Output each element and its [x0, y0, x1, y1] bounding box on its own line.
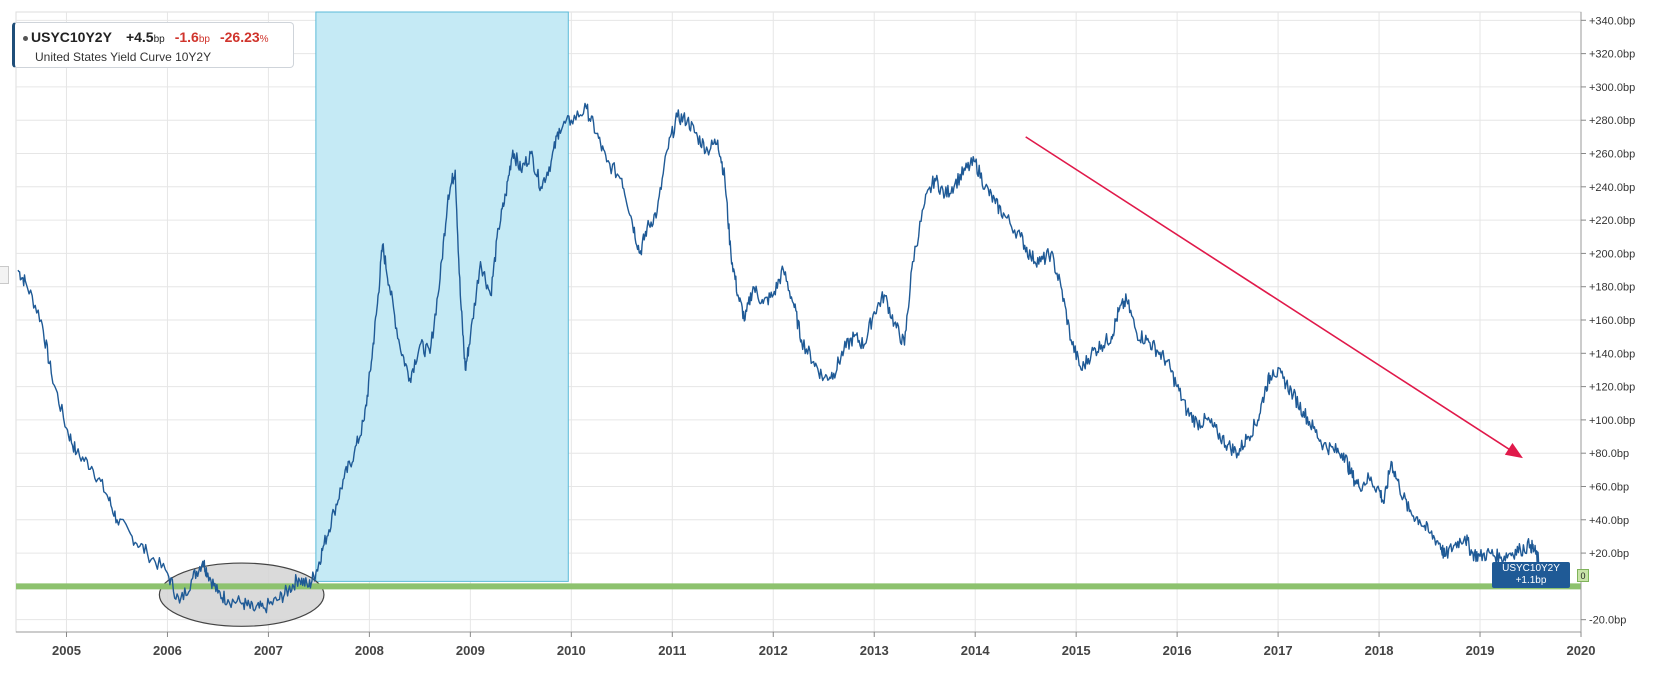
- y-tick-label: +100.0bp: [1589, 415, 1635, 427]
- legend-change-value: +4.5: [125, 29, 154, 45]
- legend-change-pct: -26.23%: [220, 29, 269, 45]
- price-tag-symbol: USYC10Y2Y: [1502, 563, 1560, 574]
- x-tick-label: 2012: [759, 643, 788, 658]
- y-tick-label: +20.0bp: [1589, 548, 1629, 560]
- x-tick-label: 2013: [860, 643, 889, 658]
- trend-arrow-head: [1504, 443, 1523, 459]
- legend-change-pct-unit: %: [259, 34, 269, 45]
- series-layer: [17, 102, 1548, 614]
- axes: +340.0bp +320.0bp +300.0bp +280.0bp +260.0bp…: [16, 12, 1635, 658]
- x-tick-label: 2020: [1567, 643, 1596, 658]
- y-tick-label: +160.0bp: [1589, 315, 1635, 327]
- x-tick-label: 2007: [254, 643, 283, 658]
- y-tick-label: -20.0bp: [1589, 615, 1626, 627]
- x-tick-label: 2011: [658, 643, 686, 658]
- price-tag-value: +1.1bp: [1515, 575, 1547, 586]
- legend-change-pct-value: -26.23: [219, 29, 260, 45]
- legend-box[interactable]: USYC10Y2Y +4.5bp -1.6bp -26.23% United Stat…: [12, 22, 294, 68]
- y-tick-label: +220.0bp: [1589, 215, 1635, 227]
- x-tick-label: 2010: [557, 643, 586, 658]
- scroll-handle[interactable]: [0, 266, 9, 284]
- trend-arrow-line: [1025, 136, 1521, 458]
- x-tick-label: 2005: [52, 643, 81, 658]
- legend-description: United States Yield Curve 10Y2Y: [35, 50, 212, 64]
- x-tick-label: 2009: [456, 643, 485, 658]
- legend-change-unit: bp: [153, 34, 165, 45]
- y-tick-label: +120.0bp: [1589, 382, 1635, 394]
- y-tick-label: +300.0bp: [1589, 82, 1635, 94]
- ellipse-shape: [158, 562, 325, 627]
- y-tick-label: +200.0bp: [1589, 248, 1635, 260]
- x-tick-label: 2008: [355, 643, 384, 658]
- x-tick-label: 2006: [153, 643, 182, 658]
- zero-line-tag: 0: [1577, 569, 1589, 582]
- legend-change2-unit: bp: [198, 34, 210, 45]
- legend-change2-value: -1.6: [174, 29, 199, 45]
- x-tick-label: 2016: [1163, 643, 1192, 658]
- y-tick-label: +260.0bp: [1589, 149, 1635, 161]
- y-tick-label: +320.0bp: [1589, 49, 1635, 61]
- y-tick-label: +340.0bp: [1589, 15, 1635, 27]
- y-tick-label: +280.0bp: [1589, 115, 1635, 127]
- legend-change: +4.5bp: [126, 29, 165, 45]
- series-line-usyc10y2y: [17, 102, 1548, 614]
- trend-arrow: [1025, 136, 1523, 459]
- last-price-tag: USYC10Y2Y +1.1bp: [1492, 562, 1570, 588]
- y-tick-label: +80.0bp: [1589, 448, 1629, 460]
- x-tick-label: 2015: [1062, 643, 1091, 658]
- y-tick-label: +140.0bp: [1589, 348, 1635, 360]
- shaded-period: [315, 11, 569, 582]
- x-tick-label: 2018: [1365, 643, 1394, 658]
- legend-dot-icon: [23, 35, 28, 41]
- y-tick-label: +180.0bp: [1589, 282, 1635, 294]
- y-tick-label: +40.0bp: [1589, 515, 1629, 527]
- x-tick-label: 2014: [961, 643, 991, 658]
- y-tick-label: +240.0bp: [1589, 182, 1635, 194]
- x-tick-label: 2017: [1264, 643, 1293, 658]
- y-tick-label: +60.0bp: [1589, 481, 1629, 493]
- inversion-ellipse: [158, 562, 325, 627]
- legend-change2: -1.6bp: [175, 29, 210, 45]
- legend-symbol: USYC10Y2Y: [31, 29, 112, 45]
- shaded-region: [315, 11, 569, 582]
- x-tick-label: 2019: [1466, 643, 1495, 658]
